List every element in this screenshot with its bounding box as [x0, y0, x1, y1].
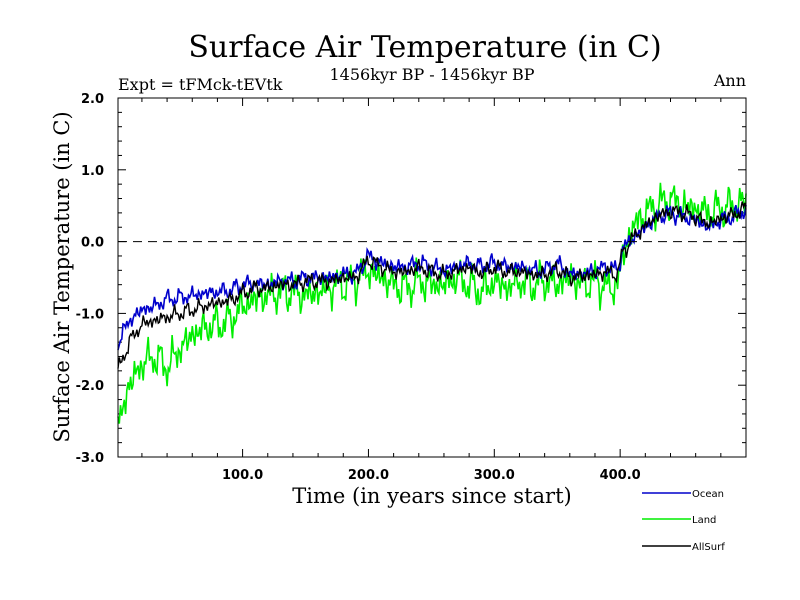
season-label: Ann: [713, 71, 746, 90]
series-layer: [117, 182, 747, 424]
legend-label-land: Land: [692, 515, 716, 526]
legend: Ocean Land AllSurf: [642, 489, 725, 553]
x-tick-label: 400.0: [600, 468, 641, 483]
y-tick-label: -1.0: [76, 307, 104, 322]
x-tick-label: 200.0: [348, 468, 389, 483]
axis-ticks: [118, 97, 746, 458]
series-line-allsurf: [117, 201, 747, 369]
experiment-label: Expt = tFMck-tEVtk: [118, 75, 283, 94]
plot-frame: [117, 97, 747, 458]
y-axis-label: Surface Air Temperature (in C): [50, 111, 74, 442]
plot-area: [117, 97, 747, 458]
chart-title: Surface Air Temperature (in C): [188, 30, 661, 65]
y-tick-labels: -3.0 -2.0 -1.0 0.0 1.0 2.0: [76, 92, 104, 466]
period-label: 1456kyr BP - 1456kyr BP: [330, 65, 535, 84]
y-tick-label: -2.0: [76, 379, 104, 394]
plot-frame-top: [117, 97, 747, 458]
x-tick-label: 300.0: [474, 468, 515, 483]
series-line-land: [117, 182, 747, 424]
x-tick-labels: 100.0 200.0 300.0 400.0: [222, 468, 641, 483]
legend-label-ocean: Ocean: [692, 489, 724, 500]
y-tick-label: 2.0: [81, 92, 104, 107]
y-tick-label: 0.0: [81, 236, 104, 251]
legend-label-allsurf: AllSurf: [692, 542, 725, 553]
y-tick-label: -3.0: [76, 451, 104, 466]
x-tick-label: 100.0: [222, 468, 263, 483]
y-tick-label: 1.0: [81, 164, 104, 179]
x-axis-label: Time (in years since start): [292, 484, 571, 508]
